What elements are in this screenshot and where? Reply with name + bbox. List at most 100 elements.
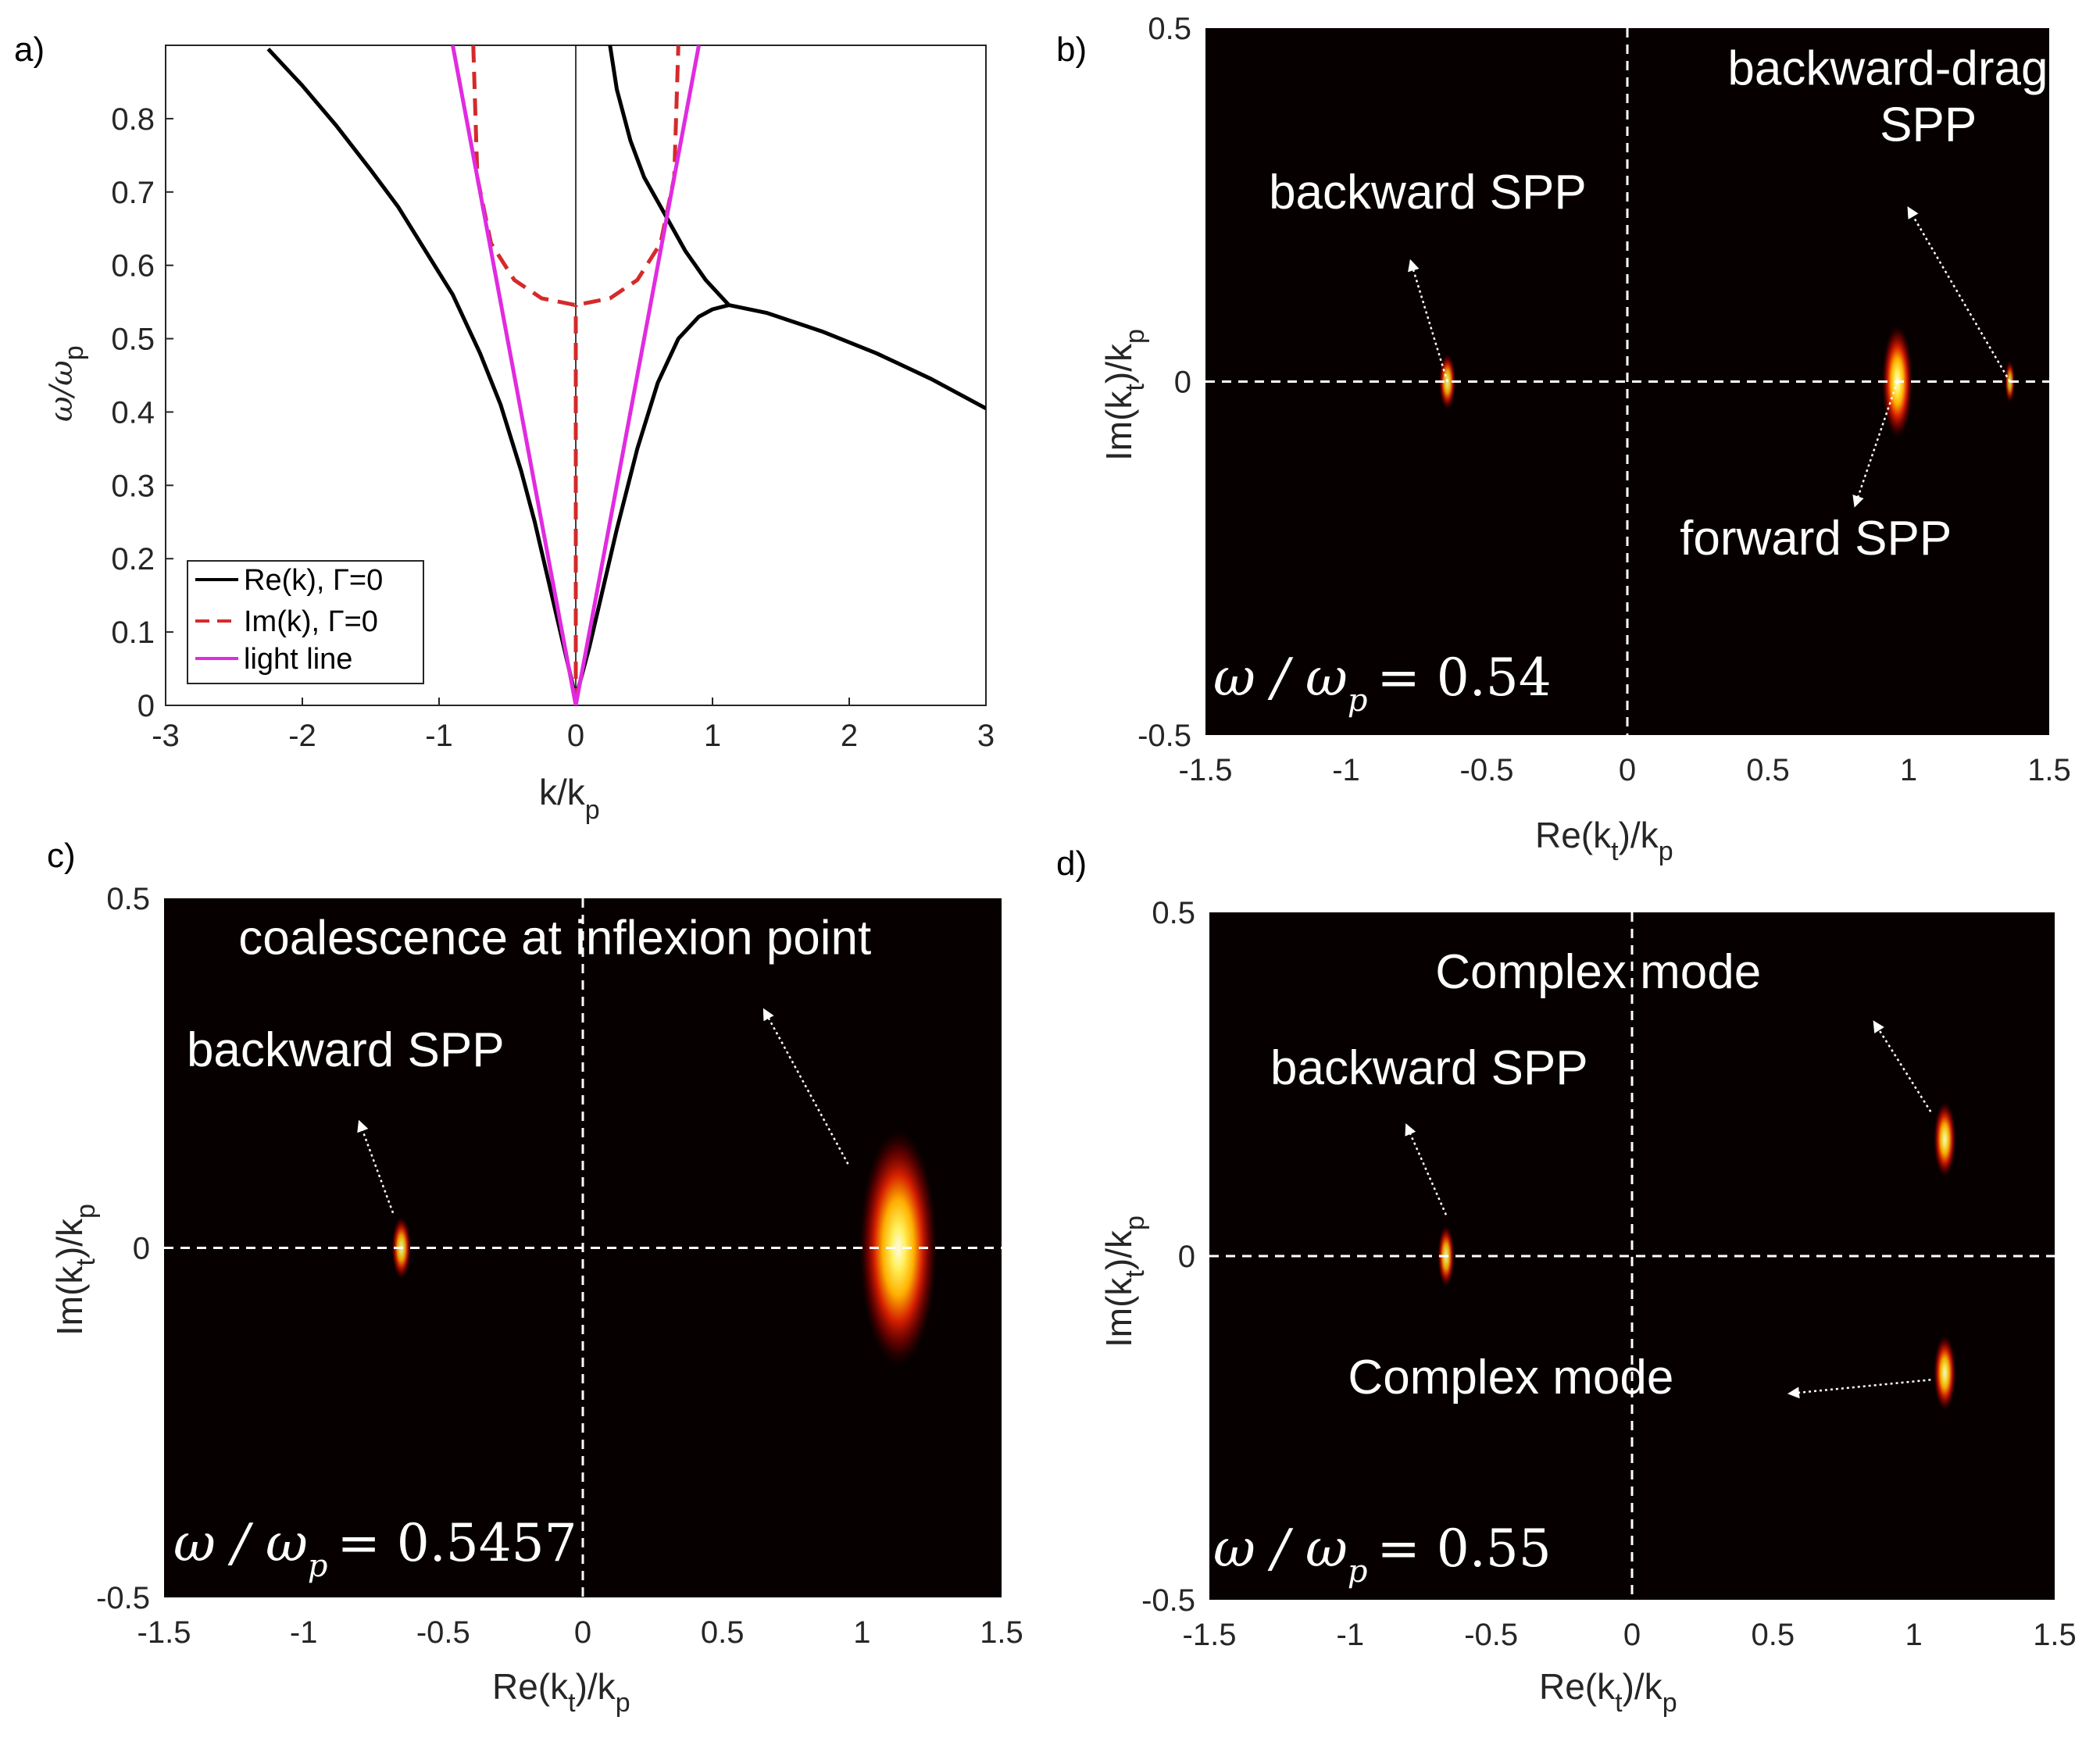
x-tick-label: 1.5 [980, 1615, 1023, 1650]
y-tick-label: 0.2 [111, 542, 155, 576]
x-tick-label: -0.5 [1464, 1618, 1518, 1652]
x-tick-label: -1.5 [138, 1615, 191, 1650]
panel-c-heatmap: c) coalescence at inflexion point backwar… [47, 837, 1023, 1718]
svg-text:ω/ωp: ω/ωp [44, 345, 89, 422]
x-tick-label: 2 [841, 719, 858, 753]
annotation-arrow [762, 1008, 849, 1165]
panel-c-content: coalescence at inflexion point backward S… [164, 898, 1002, 1597]
x-tick-label: -1 [1337, 1618, 1365, 1652]
annotation-arrow [1873, 1020, 1932, 1112]
y-tick-label: 0.7 [111, 176, 155, 210]
panel-d-xlabel: Re(kt)/kp [1539, 1666, 1677, 1718]
y-tick-label: 0 [1174, 366, 1191, 400]
mode-hotspot [859, 1129, 938, 1367]
x-tick-label: 1.5 [2027, 753, 2071, 787]
annotation-label: backward-dragged [1727, 41, 2100, 95]
panel-b-ticks: -1.5 -1 -0.5 0 0.5 1 1.5 -0.5 0 0.5 [1138, 12, 2071, 787]
panel-c-ticks: -1.5 -1 -0.5 0 0.5 1 1.5 -0.5 0 0.5 [96, 882, 1023, 1650]
panel-a-xlabel: k/kp [539, 772, 600, 825]
y-tick-label: 0 [1178, 1240, 1195, 1274]
x-tick-label: -1 [290, 1615, 318, 1650]
panel-b-xlabel: Re(kt)/kp [1535, 815, 1673, 866]
x-tick-label: -0.5 [1460, 753, 1514, 787]
annotation-label: Complex mode [1435, 945, 1761, 999]
x-tick-label: 1.5 [2033, 1618, 2077, 1652]
panel-d-ylabel: Im(kt)/kp [1098, 1215, 1150, 1347]
series-line-light-line-left [451, 45, 578, 705]
x-tick-label: -3 [152, 719, 180, 753]
legend-label-light: light line [244, 643, 352, 676]
annotation-label: backward SPP [187, 1023, 505, 1077]
panel-c-xlabel: Re(kt)/kp [492, 1666, 630, 1718]
y-tick-label: 0 [133, 1232, 150, 1266]
panel-d-plot-area [1209, 912, 2055, 1600]
x-tick-label: -1.5 [1179, 753, 1233, 787]
y-tick-label: 0.5 [1148, 12, 1191, 46]
panel-a-ylabel: ω/ωp [44, 345, 89, 422]
annotation-label: Complex mode [1348, 1351, 1673, 1404]
x-tick-label: -1 [425, 719, 453, 753]
annotation-label: SPP [1880, 98, 1977, 152]
x-tick-label: 0 [567, 719, 584, 753]
annotation-label: backward SPP [1270, 1041, 1588, 1095]
y-tick-label: -0.5 [96, 1581, 150, 1615]
panel-b-ylabel: Im(kt)/kp [1098, 329, 1150, 461]
x-tick-label: 0 [574, 1615, 591, 1650]
legend-label-re: Re(k), Γ=0 [244, 564, 383, 597]
annotation-arrow [1787, 1379, 1931, 1399]
panel-c-ylabel: Im(kt)/kp [49, 1204, 101, 1336]
annotation-label: coalescence at inflexion point [238, 912, 871, 965]
annotation-label: backward SPP [1269, 166, 1587, 220]
annotation-arrow [1907, 206, 2011, 383]
annotation-arrow [1408, 259, 1448, 382]
panel-a-dispersion-plot: a) -3 -2 -1 0 1 2 3 0 0.1 0.2 0.3 0.4 0.5 0.6 0.7 0.8 k… [14, 30, 995, 825]
panel-d-omega-label: ω / ωp = 0.55 [1213, 1519, 1552, 1590]
x-tick-label: 1 [853, 1615, 870, 1650]
svg-text:Im(kt)/kp: Im(kt)/kp [1098, 329, 1150, 461]
panel-d-letter: d) [1056, 844, 1087, 883]
x-tick-label: 1 [1905, 1618, 1923, 1652]
mode-hotspot [1933, 1335, 1956, 1411]
legend-label-im: Im(k), Γ=0 [244, 605, 378, 638]
series-line-re-k-beyond [728, 303, 986, 411]
y-tick-label: 0.1 [111, 616, 155, 650]
panel-a-letter: a) [14, 30, 45, 69]
svg-text:Im(kt)/kp: Im(kt)/kp [1098, 1215, 1150, 1347]
x-tick-label: 1 [1900, 753, 1917, 787]
x-tick-label: -1.5 [1183, 1618, 1237, 1652]
series-line-re-k-forward-lower [573, 303, 730, 699]
panel-d-content: Complex mode backward SPP Complex mode [1209, 912, 2055, 1600]
y-tick-label: 0.5 [106, 882, 150, 916]
x-tick-label: 1 [704, 719, 721, 753]
series-line-re-k-forward-upper [608, 45, 730, 307]
series-line-re-k-backward [266, 47, 578, 699]
x-tick-label: 0 [1623, 1618, 1641, 1652]
x-tick-label: -0.5 [416, 1615, 470, 1650]
x-tick-label: 0.5 [1752, 1618, 1795, 1652]
x-tick-label: 0.5 [1746, 753, 1790, 787]
y-tick-label: 0.6 [111, 249, 155, 284]
panel-c-letter: c) [47, 837, 76, 875]
x-tick-label: 3 [977, 719, 995, 753]
panel-b-letter: b) [1056, 30, 1087, 69]
x-tick-label: -2 [288, 719, 316, 753]
panel-d-ticks: -1.5 -1 -0.5 0 0.5 1 1.5 -0.5 0 0.5 [1141, 896, 2077, 1652]
y-tick-label: 0.8 [111, 102, 155, 137]
y-tick-label: 0.4 [111, 395, 155, 430]
panel-b-omega-label: ω / ωp = 0.54 [1213, 648, 1552, 719]
y-tick-label: 0.5 [1152, 896, 1195, 930]
y-tick-label: -0.5 [1138, 719, 1191, 753]
x-tick-label: 0.5 [701, 1615, 745, 1650]
y-tick-label: 0.5 [111, 323, 155, 357]
panel-a-ticks: -3 -2 -1 0 1 2 3 0 0.1 0.2 0.3 0.4 0.5 0.6 0.7 0.8 [111, 102, 995, 753]
mode-hotspot [1933, 1101, 1956, 1177]
y-tick-label: -0.5 [1141, 1583, 1195, 1618]
panel-a-legend: Re(k), Γ=0 Im(k), Γ=0 light line [187, 560, 424, 684]
panel-a-series-group [266, 45, 986, 705]
panel-a-series [266, 45, 986, 705]
x-tick-label: 0 [1619, 753, 1636, 787]
